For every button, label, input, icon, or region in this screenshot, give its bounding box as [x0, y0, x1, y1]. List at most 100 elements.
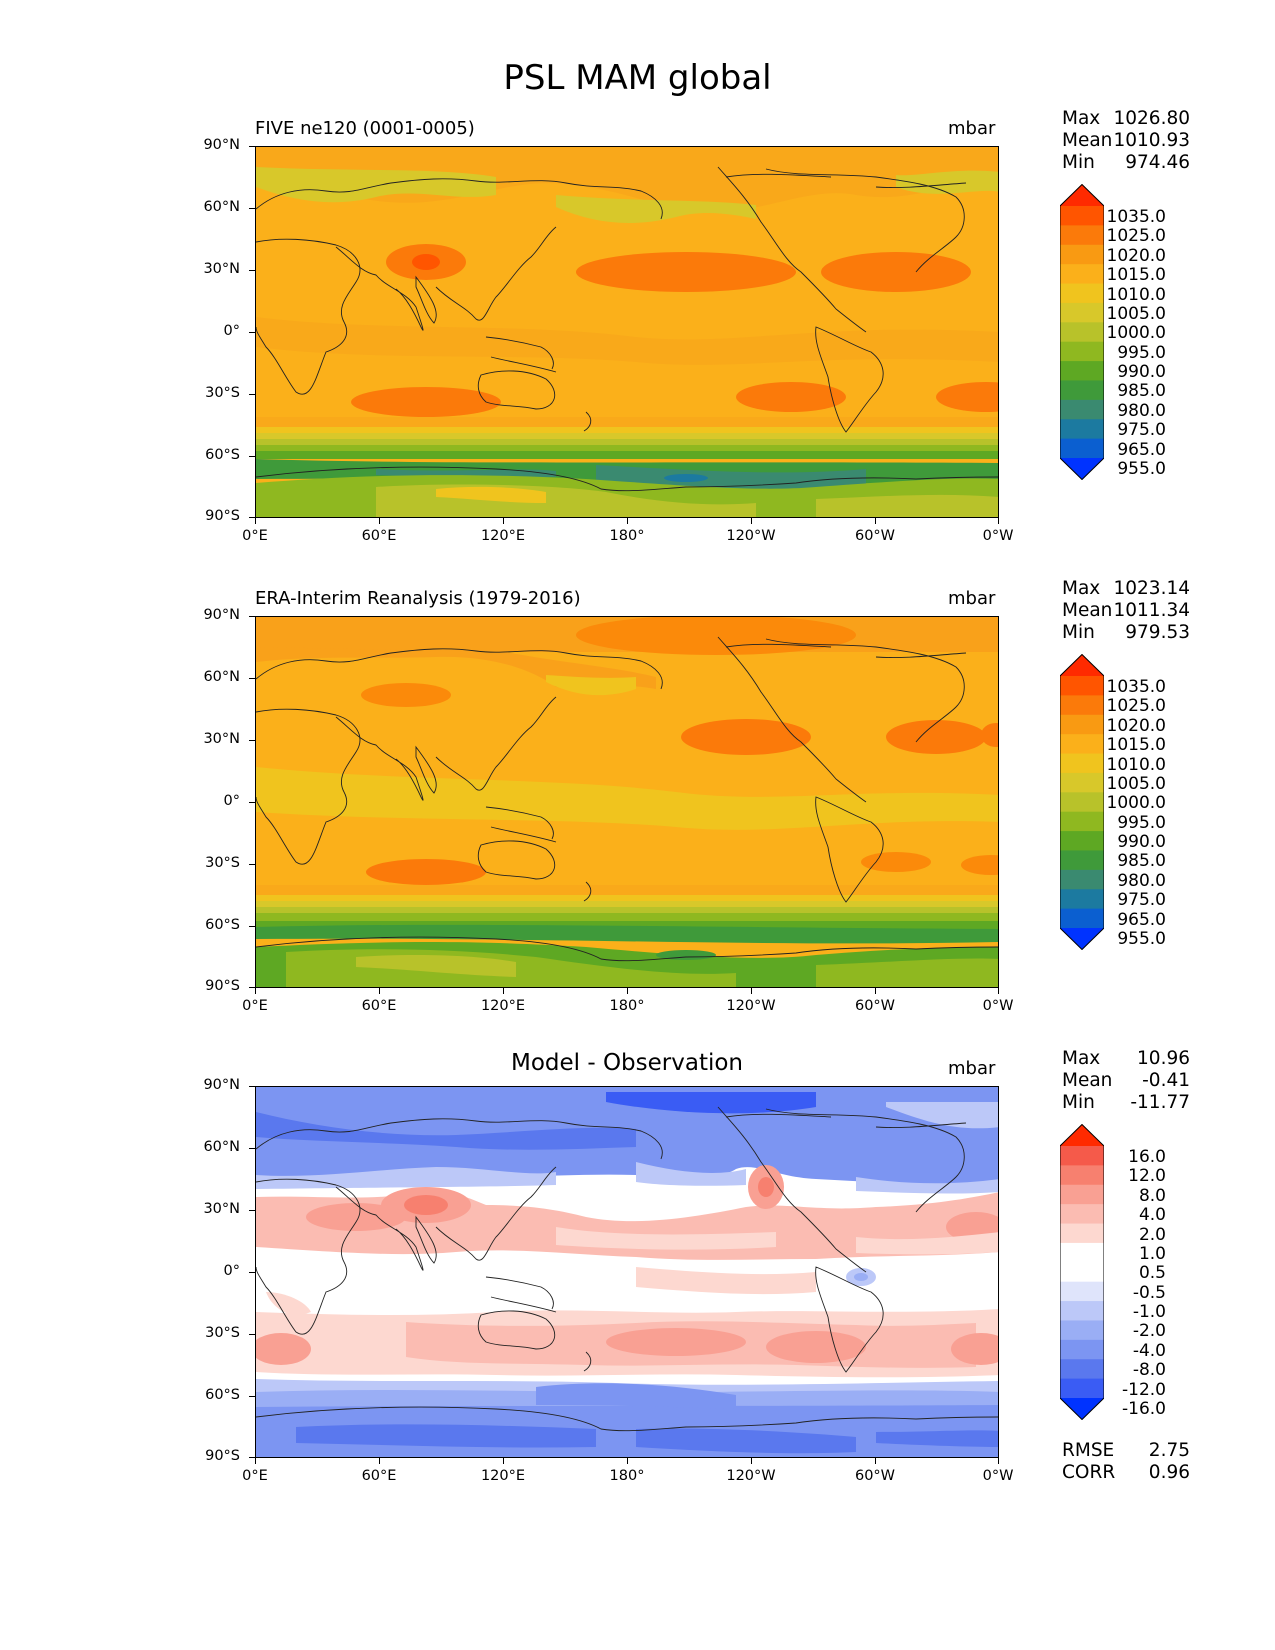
colorbar [1060, 1124, 1104, 1420]
lon-label: 0°E [242, 998, 268, 1014]
colorbar-tick-label: 1000.0 [1106, 793, 1166, 814]
colorbar-bin [1060, 654, 1104, 676]
colorbar-bin [1060, 244, 1104, 265]
colorbar-outline [1060, 1124, 1104, 1420]
colorbar-tick-label: -2.0 [1132, 1321, 1166, 1342]
lon-label: 120°W [726, 528, 776, 544]
colorbar-tick-label: 955.0 [1117, 929, 1166, 949]
panel-units: mbar [948, 1058, 996, 1079]
stat-label: Max [1062, 578, 1101, 599]
colorbar-tick-label: 12.0 [1128, 1166, 1166, 1187]
colorbar-bin [1060, 753, 1104, 774]
colorbar-bin [1060, 361, 1104, 381]
colorbar-tick-label: 1000.0 [1106, 323, 1166, 344]
lon-label: 60°E [361, 998, 397, 1014]
lat-label: 60°N [203, 1139, 240, 1155]
lon-label: 180° [609, 528, 645, 544]
colorbar-bin [1060, 302, 1104, 323]
colorbar-tick-label: 975.0 [1117, 890, 1166, 911]
lon-label: 60°E [361, 528, 397, 544]
stat-label: Max [1062, 108, 1101, 129]
colorbar-bin [1060, 1223, 1104, 1244]
colorbar-tick-label: 4.0 [1138, 1205, 1166, 1226]
lon-label: 120°E [480, 528, 526, 544]
colorbar-tick-label: 1010.0 [1106, 284, 1166, 305]
stat-value: 1026.80 [1113, 108, 1190, 129]
colorbar-bin [1060, 1301, 1104, 1321]
lon-label: 180° [609, 998, 645, 1014]
stat-label: Mean [1062, 1070, 1113, 1091]
map-model-psl [255, 146, 999, 518]
colorbar-tick-label: 990.0 [1117, 832, 1166, 853]
colorbar-bin [1060, 1165, 1104, 1186]
colorbar-bin [1060, 734, 1104, 755]
panel-units: mbar [948, 588, 996, 609]
colorbar-tick-label: 1025.0 [1106, 696, 1166, 717]
colorbar-bin [1060, 438, 1104, 459]
lat-label: 30°N [203, 731, 240, 747]
colorbar-bin [1060, 1281, 1104, 1302]
lat-label: 60°S [205, 917, 240, 933]
colorbar-bin [1060, 792, 1104, 813]
stat-value: -11.77 [1130, 1092, 1190, 1113]
lon-label: 60°W [854, 998, 896, 1014]
colorbar [1060, 184, 1104, 480]
colorbar-bin [1060, 264, 1104, 285]
colorbar-tick-label: -0.5 [1132, 1282, 1166, 1303]
colorbar-bin [1060, 908, 1104, 929]
stats-box: Max 10.96 Mean -0.41 Min -11.77 [1062, 1048, 1190, 1114]
colorbar-bin [1060, 1378, 1104, 1399]
lat-label: 0° [223, 793, 240, 809]
colorbar-tick-label: -8.0 [1132, 1360, 1166, 1381]
stat-value: 979.53 [1125, 622, 1190, 643]
colorbar-tick-label: 16.0 [1128, 1147, 1166, 1167]
lat-label: 90°S [205, 978, 240, 994]
colorbar-tick-label: -4.0 [1132, 1340, 1166, 1361]
lon-label: 0°W [982, 528, 1014, 544]
lat-label: 30°N [203, 261, 240, 277]
colorbar-bin [1060, 419, 1104, 440]
colorbar-bin [1060, 869, 1104, 890]
colorbar-bin [1060, 225, 1104, 246]
colorbar-bin [1060, 1124, 1104, 1146]
colorbar-bin [1060, 1204, 1104, 1225]
colorbar-tick-label: 965.0 [1117, 439, 1166, 460]
lat-label: 30°N [203, 1201, 240, 1217]
colorbar-tick-label: 990.0 [1117, 362, 1166, 383]
colorbar-bin [1060, 695, 1104, 716]
colorbar-bin [1060, 322, 1104, 343]
colorbar-tick-label: 985.0 [1117, 381, 1166, 402]
stat-value: 10.96 [1137, 1048, 1190, 1069]
stat-value: 974.46 [1125, 152, 1190, 173]
lon-label: 60°W [854, 528, 896, 544]
stat-label: Min [1062, 152, 1095, 173]
colorbar-tick-label: 1020.0 [1106, 715, 1166, 736]
colorbar-tick-label: 1025.0 [1106, 226, 1166, 247]
colorbar-tick-label: 1005.0 [1106, 773, 1166, 794]
lat-label: 0° [223, 1263, 240, 1279]
colorbar-tick-label: 1035.0 [1106, 677, 1166, 697]
colorbar-bin [1060, 714, 1104, 735]
colorbar-tick-label: 1010.0 [1106, 754, 1166, 775]
stat-value: 1023.14 [1113, 578, 1190, 599]
lat-label: 90°S [205, 508, 240, 524]
lon-label: 0°E [242, 1468, 268, 1484]
colorbar-bin [1060, 341, 1104, 362]
colorbar-bin [1060, 1320, 1104, 1341]
colorbar-tick-label: 1015.0 [1106, 265, 1166, 286]
panel-model: FIVE ne120 (0001-0005) mbar [0, 108, 1275, 588]
colorbar-tick-label: 8.0 [1138, 1185, 1166, 1206]
colorbar-tick-label: -1.0 [1132, 1302, 1166, 1323]
stat-value: -0.41 [1142, 1070, 1190, 1091]
lat-label: 90°N [203, 137, 240, 153]
lat-label: 30°S [205, 385, 240, 401]
colorbar-tick-label: 1005.0 [1106, 303, 1166, 324]
stats-box: Max 1023.14 Mean 1011.34 Min 979.53 [1062, 578, 1190, 644]
lat-label: 60°S [205, 447, 240, 463]
stats-box: Max 1026.80 Mean 1010.93 Min 974.46 [1062, 108, 1190, 174]
panel-title: FIVE ne120 (0001-0005) [255, 118, 475, 139]
colorbar-tick-label: 980.0 [1117, 870, 1166, 891]
lat-label: 30°S [205, 855, 240, 871]
lat-label: 0° [223, 323, 240, 339]
colorbar-tick-label: 1015.0 [1106, 735, 1166, 756]
